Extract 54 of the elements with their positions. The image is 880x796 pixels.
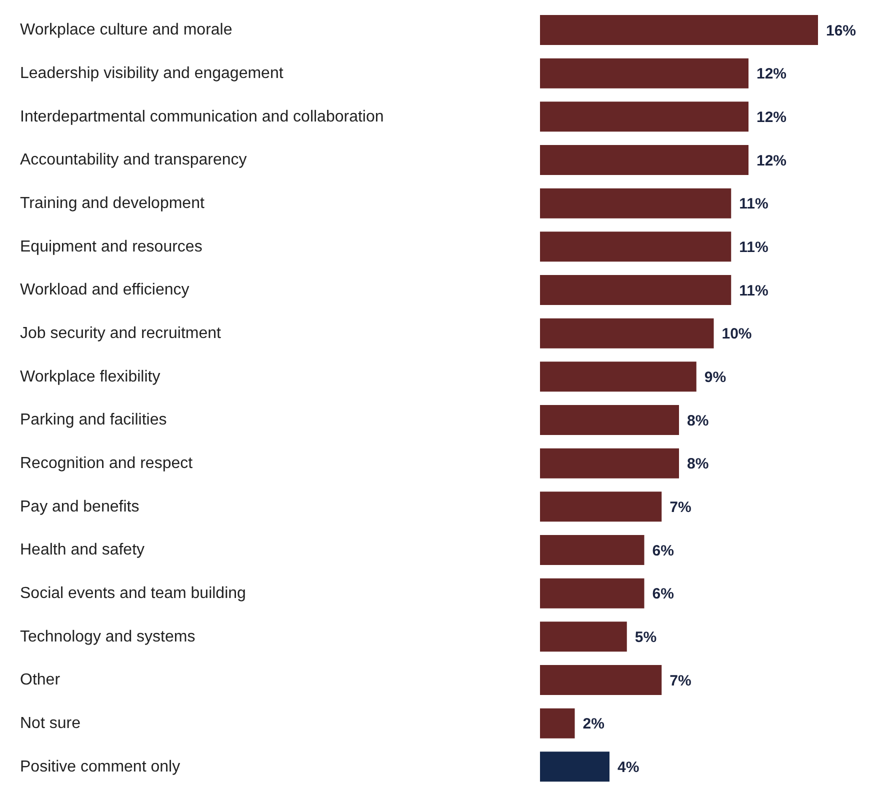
bar [540,188,732,218]
y-tick-label: Job security and recruitment [20,325,222,342]
data-label: 6% [652,586,674,603]
data-label: 9% [704,368,726,386]
y-tick-label: Other [20,672,61,689]
data-label: 12% [756,66,787,83]
bar [540,448,679,478]
y-tick-label: Interdepartmental communication and collaboration [20,108,384,126]
y-tick-label: Workplace flexibility [20,368,160,386]
bar [540,362,696,392]
y-tick-label: Positive comment only [20,758,180,776]
y-tick-label: Health and safety [20,542,145,559]
data-label: 12% [756,108,787,126]
bar [540,232,732,262]
bar [540,535,644,565]
data-label: 12% [756,152,787,170]
data-label: 5% [634,628,657,646]
data-label: 7% [670,498,692,516]
y-tick-label: Leadership visibility and engagement [20,65,284,82]
y-tick-label: Not sure [20,715,81,732]
bar [540,275,732,305]
bar [540,102,748,132]
data-label: 7% [670,672,692,690]
bar [540,752,610,782]
bar [540,15,818,45]
bar [540,58,748,88]
y-tick-label: Training and development [20,195,205,212]
bar [540,405,679,435]
bar [540,578,644,608]
bar [540,145,748,175]
y-tick-label: Recognition and respect [20,455,194,472]
bar [540,708,575,738]
data-label: 8% [687,412,709,430]
y-tick-label: Technology and systems [20,628,196,646]
y-tick-label: Parking and facilities [20,412,167,429]
bar [540,318,714,348]
bar [540,492,662,522]
y-tick-label: Workplace culture and morale [20,22,232,39]
bar [540,665,662,695]
y-tick-label: Accountability and transparency [20,152,247,169]
y-tick-label: Social events and team building [20,585,246,602]
data-label: 11% [739,196,768,213]
y-tick-label: Pay and benefits [20,498,140,516]
data-label: 10% [722,326,752,343]
y-tick-label: Workload and efficiency [20,282,190,299]
data-label: 4% [618,758,640,776]
y-tick-label: Equipment and resources [20,238,202,256]
data-label: 8% [687,456,709,473]
data-label: 16% [826,22,856,40]
data-label: 2% [582,716,604,733]
data-label: 6% [652,542,674,560]
bar [540,622,627,652]
data-label: 11% [739,282,768,300]
data-label: 11% [739,238,768,256]
